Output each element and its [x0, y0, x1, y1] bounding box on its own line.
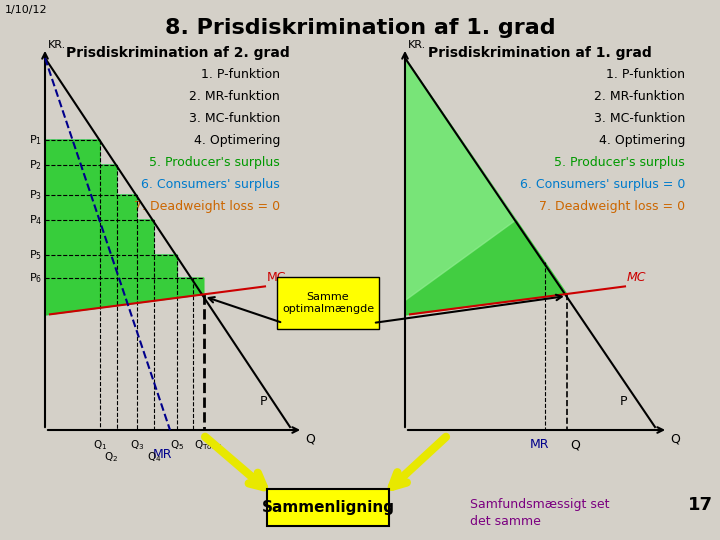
Text: Prisdiskrimination af 1. grad: Prisdiskrimination af 1. grad — [428, 46, 652, 60]
Text: 1/10/12: 1/10/12 — [5, 5, 48, 15]
Text: 1. P-funktion: 1. P-funktion — [606, 68, 685, 81]
Text: 8. Prisdiskrimination af 1. grad: 8. Prisdiskrimination af 1. grad — [165, 18, 555, 38]
Polygon shape — [45, 58, 204, 315]
Text: P$_5$: P$_5$ — [29, 248, 42, 262]
Text: Q$_{\rm Total}$: Q$_{\rm Total}$ — [194, 438, 222, 452]
Text: Q$_4$: Q$_4$ — [147, 450, 161, 464]
Text: Q: Q — [670, 432, 680, 445]
Text: 2. MR-funktion: 2. MR-funktion — [189, 90, 280, 103]
Text: 1. P-funktion: 1. P-funktion — [201, 68, 280, 81]
FancyBboxPatch shape — [277, 277, 379, 329]
Text: KR.: KR. — [408, 40, 426, 50]
Text: P: P — [620, 395, 628, 408]
Text: 4. Optimering: 4. Optimering — [194, 134, 280, 147]
Text: Samfundsmæssigt set: Samfundsmæssigt set — [470, 498, 610, 511]
Text: Q$_2$: Q$_2$ — [104, 450, 118, 464]
Text: MR: MR — [152, 448, 172, 461]
Text: MC: MC — [627, 272, 647, 285]
Text: 3. MC-funktion: 3. MC-funktion — [189, 112, 280, 125]
Text: 2. MR-funktion: 2. MR-funktion — [594, 90, 685, 103]
Text: 17: 17 — [688, 496, 713, 514]
Text: Prisdiskrimination af 2. grad: Prisdiskrimination af 2. grad — [66, 46, 290, 60]
Text: Sammenligning: Sammenligning — [261, 500, 395, 515]
Text: Q$_1$: Q$_1$ — [93, 438, 107, 452]
Text: Q$_5$: Q$_5$ — [171, 438, 184, 452]
FancyBboxPatch shape — [267, 489, 389, 526]
Polygon shape — [405, 58, 567, 315]
Text: P$_4$: P$_4$ — [29, 213, 42, 227]
Text: KR.: KR. — [48, 40, 66, 50]
Polygon shape — [45, 140, 100, 315]
Text: Q$_3$: Q$_3$ — [130, 438, 144, 452]
Text: 7. Deadweight loss = 0: 7. Deadweight loss = 0 — [134, 200, 280, 213]
Text: 6. Consumers' surplus = 0: 6. Consumers' surplus = 0 — [520, 178, 685, 191]
Text: 5. Producer's surplus: 5. Producer's surplus — [554, 156, 685, 169]
Text: MR: MR — [530, 438, 549, 451]
Text: 3. MC-funktion: 3. MC-funktion — [594, 112, 685, 125]
Text: 7. Deadweight loss = 0: 7. Deadweight loss = 0 — [539, 200, 685, 213]
Text: P: P — [260, 395, 268, 408]
Text: MC: MC — [267, 272, 287, 285]
Text: 5. Producer's surplus: 5. Producer's surplus — [149, 156, 280, 169]
Text: 6. Consumers' surplus: 6. Consumers' surplus — [141, 178, 280, 191]
Polygon shape — [137, 220, 154, 303]
Text: Samme
optimalmængde: Samme optimalmængde — [282, 292, 374, 314]
Text: 4. Optimering: 4. Optimering — [598, 134, 685, 147]
Text: det samme: det samme — [470, 515, 541, 528]
Text: Q: Q — [570, 438, 580, 451]
Text: P$_6$: P$_6$ — [29, 271, 42, 285]
Text: P$_1$: P$_1$ — [29, 133, 42, 147]
Text: P$_3$: P$_3$ — [29, 188, 42, 202]
Text: Q: Q — [305, 432, 315, 445]
Polygon shape — [100, 165, 117, 308]
Polygon shape — [405, 58, 516, 301]
Text: P$_2$: P$_2$ — [29, 158, 42, 172]
Polygon shape — [177, 278, 204, 298]
Polygon shape — [154, 255, 177, 301]
Polygon shape — [117, 195, 137, 306]
